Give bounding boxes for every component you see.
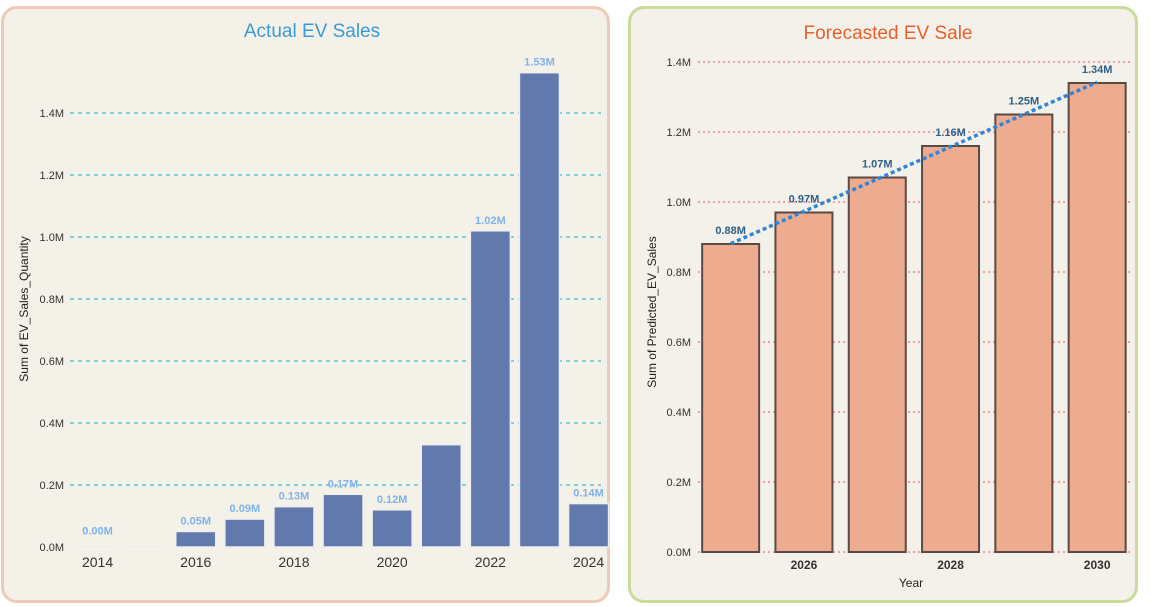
bar — [175, 530, 217, 548]
bar — [921, 145, 981, 553]
bar — [322, 493, 364, 548]
x-tick-label: 2020 — [377, 554, 408, 570]
data-label: 1.34M — [1082, 64, 1113, 76]
data-label: 0.12M — [377, 494, 408, 506]
x-tick-label: 2028 — [937, 558, 964, 572]
x-tick-label: 2022 — [475, 554, 506, 570]
data-label: 0.97M — [789, 194, 820, 206]
x-tick-label: 2016 — [180, 554, 211, 570]
y-tick-label: 0.0M — [40, 542, 64, 554]
bar — [518, 71, 561, 548]
y-axis-label: Sum of EV_Sales_Quantity — [17, 236, 31, 381]
y-tick-label: 0.8M — [40, 294, 64, 306]
y-tick-label: 0.6M — [40, 356, 64, 368]
bar — [774, 211, 834, 553]
y-tick-label: 0.6M — [667, 337, 691, 349]
y-tick-label: 1.2M — [40, 170, 64, 182]
y-axis-label: Sum of Predicted_EV_Sales — [645, 236, 659, 387]
bar — [994, 113, 1054, 553]
actual-ev-sales-panel: Actual EV Sales Sum of EV_Sales_Quantity… — [1, 6, 610, 603]
x-tick-label: 2018 — [278, 554, 309, 570]
y-tick-label: 0.4M — [40, 418, 64, 430]
bar — [469, 230, 512, 548]
y-tick-label: 0.8M — [667, 267, 691, 279]
data-label: 0.88M — [715, 225, 746, 237]
bar — [224, 518, 266, 548]
x-tick-label: 2024 — [573, 554, 604, 570]
y-tick-label: 0.0M — [667, 547, 691, 559]
data-label: 1.07M — [862, 159, 893, 171]
data-label: 0.14M — [573, 488, 604, 500]
trend-line — [729, 80, 1098, 246]
y-tick-label: 1.0M — [40, 232, 64, 244]
forecasted-ev-sale-panel: Forecasted EV Sale Sum of Predicted_EV_S… — [628, 6, 1138, 603]
data-label: 0.09M — [230, 503, 261, 515]
bar — [701, 243, 761, 553]
data-label: 1.25M — [1009, 96, 1040, 108]
y-tick-label: 1.0M — [667, 197, 691, 209]
data-label: 0.17M — [328, 478, 359, 490]
x-tick-label: 2014 — [82, 554, 113, 570]
chart-title: Forecasted EV Sale — [804, 23, 973, 44]
y-tick-label: 1.4M — [40, 108, 64, 120]
data-label: 0.00M — [82, 525, 113, 537]
x-tick-label: 2026 — [791, 558, 818, 572]
bar — [273, 505, 315, 548]
data-label: 1.02M — [475, 215, 506, 227]
chart-title: Actual EV Sales — [244, 21, 380, 42]
y-tick-label: 0.4M — [667, 407, 691, 419]
bar — [847, 176, 907, 553]
y-tick-label: 1.4M — [667, 57, 691, 69]
data-label: 0.13M — [279, 491, 310, 503]
y-tick-label: 1.2M — [667, 127, 691, 139]
bar — [567, 502, 610, 548]
y-tick-label: 0.2M — [667, 477, 691, 489]
y-tick-label: 0.2M — [40, 480, 64, 492]
bar — [76, 545, 119, 548]
actual-ev-sales-chart: Actual EV Sales Sum of EV_Sales_Quantity… — [17, 21, 610, 570]
data-label: 1.53M — [524, 57, 555, 69]
bar — [371, 509, 413, 548]
x-tick-label: 2030 — [1084, 558, 1111, 572]
bar — [125, 545, 168, 548]
bar — [420, 443, 462, 548]
data-label: 1.16M — [935, 127, 966, 139]
data-label: 0.05M — [180, 516, 211, 528]
bar — [1067, 82, 1127, 553]
forecasted-ev-sale-chart: Forecasted EV Sale Sum of Predicted_EV_S… — [645, 23, 1131, 590]
x-axis-label: Year — [899, 576, 923, 590]
